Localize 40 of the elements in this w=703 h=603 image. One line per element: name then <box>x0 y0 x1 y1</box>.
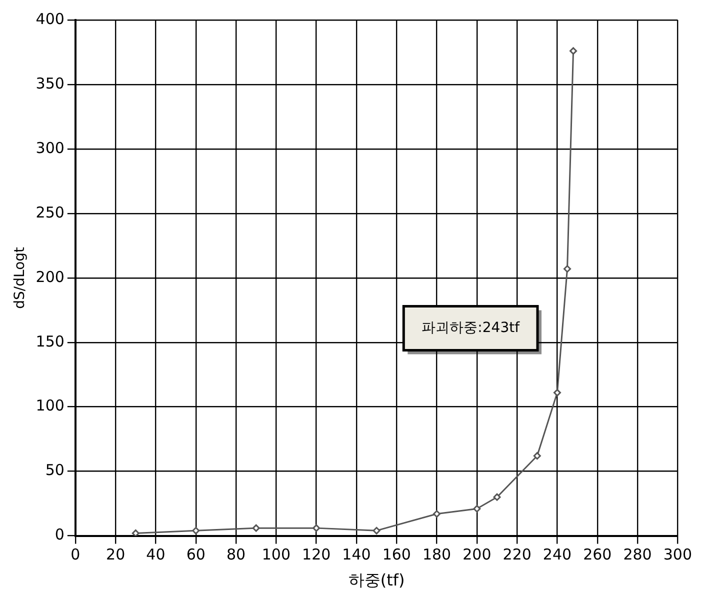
point <box>553 388 561 396</box>
y-tick-label: 300 <box>36 138 64 157</box>
x-tick-label: 40 <box>146 546 166 564</box>
annotation: 파괴하중:243tf <box>422 320 521 336</box>
y-tick-label: 100 <box>36 396 64 415</box>
point <box>473 504 481 512</box>
point <box>192 526 200 534</box>
point <box>132 529 140 536</box>
x-axis-title: 하중(tf) <box>348 570 405 590</box>
y-axis-title: dS/dLogt <box>12 246 28 309</box>
y-tick-label: 150 <box>36 332 64 350</box>
x-tick-label: 280 <box>623 546 652 564</box>
point <box>493 493 501 501</box>
point <box>312 524 320 532</box>
y-tick-label: 400 <box>36 10 64 28</box>
y-tick-label: 350 <box>36 74 64 92</box>
y-tick-label: 200 <box>36 268 64 286</box>
y-tick-label: 50 <box>45 461 64 480</box>
y-tick-label: 250 <box>36 203 64 222</box>
x-tick-label: 220 <box>502 546 532 564</box>
point <box>570 47 578 55</box>
x-tick-label: 180 <box>422 546 452 564</box>
x-tick-label: 260 <box>583 546 612 564</box>
x-tick-label: 100 <box>262 546 290 564</box>
x-tick-label: 80 <box>226 546 246 564</box>
x-tick-label: 200 <box>462 546 492 564</box>
x-tick-label: 300 <box>663 546 692 564</box>
point <box>372 526 380 534</box>
x-tick-label: 140 <box>342 546 371 564</box>
x-tick-label: 240 <box>542 546 572 564</box>
x-tick-label: 20 <box>106 546 126 564</box>
point <box>533 452 541 460</box>
x-tick-label: 0 <box>70 546 80 564</box>
point <box>564 265 572 273</box>
point <box>252 524 260 532</box>
y-tick-label: 0 <box>54 526 64 544</box>
x-tick-label: 60 <box>186 546 206 564</box>
point <box>433 510 441 518</box>
x-tick-label: 120 <box>302 546 331 564</box>
x-tick-label: 160 <box>382 546 411 564</box>
